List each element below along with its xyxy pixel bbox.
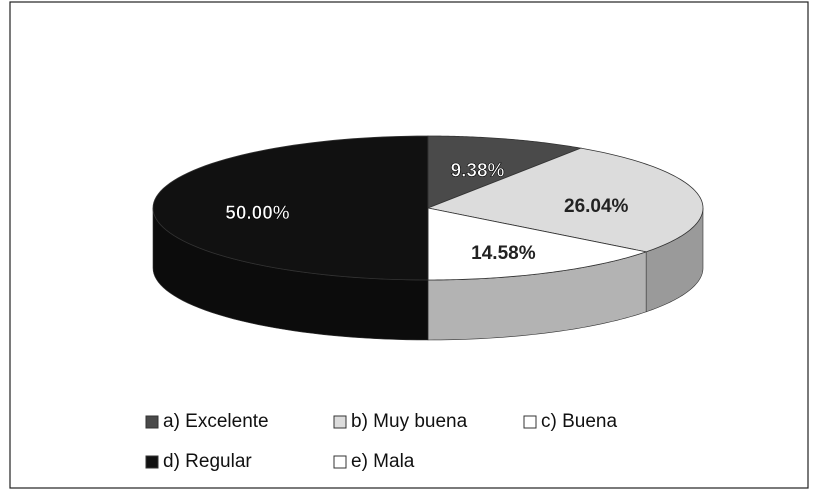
slice (427, 207, 648, 281)
slice (426, 147, 704, 253)
data-label: 9.38% (451, 160, 505, 181)
slice (152, 135, 429, 281)
data-label: 26.04% (564, 196, 629, 217)
legend-swatch (145, 455, 159, 469)
legend-swatch (333, 455, 347, 469)
legend-label: a) Excelente (163, 411, 269, 432)
legend-label: c) Buena (541, 411, 617, 432)
legend-swatch (523, 415, 537, 429)
legend-label: d) Regular (163, 451, 252, 472)
legend-swatch (333, 415, 347, 429)
legend-swatch (145, 415, 159, 429)
slice (427, 135, 583, 209)
data-label: 50.00% (225, 203, 290, 224)
data-label: 14.58% (471, 243, 536, 264)
legend-label: b) Muy buena (351, 411, 468, 432)
legend-label: e) Mala (351, 451, 415, 472)
